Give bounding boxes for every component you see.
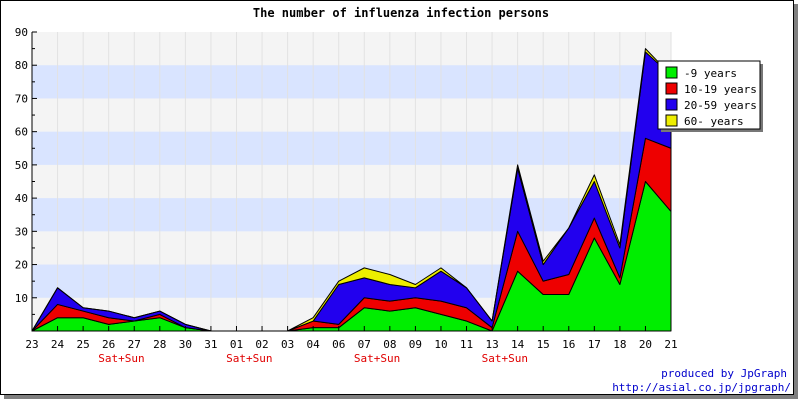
y-tick-label: 80 <box>15 59 28 72</box>
legend-swatch <box>665 82 678 95</box>
legend: -9 years 10-19 years 20-59 years 60- years <box>657 60 763 132</box>
y-tick-label: 10 <box>15 292 28 305</box>
credit-line-1: produced by JpGraph <box>661 367 787 380</box>
y-tick-label: 60 <box>15 126 28 139</box>
x-tick-label: 23 <box>25 338 38 351</box>
x-axis-ticks: 23 24 25 26 27 28 30 31 01 02 03 04 06 07 08 09 10 11 13 14… <box>25 326 678 365</box>
y-axis-ticks: 10 20 30 40 50 60 70 80 90 <box>15 26 37 315</box>
x-tick-label: 16 <box>562 338 575 351</box>
weekend-label: Sat+Sun <box>482 352 528 365</box>
x-tick-label: 04 <box>307 338 321 351</box>
y-tick-label: 50 <box>15 159 28 172</box>
weekend-label: Sat+Sun <box>226 352 272 365</box>
x-tick-label: 27 <box>128 338 141 351</box>
x-tick-label: 17 <box>588 338 601 351</box>
x-tick-label: 10 <box>434 338 447 351</box>
x-tick-label: 18 <box>613 338 626 351</box>
y-tick-label: 90 <box>15 26 28 39</box>
y-tick-label: 20 <box>15 259 28 272</box>
legend-label: -9 years <box>684 67 737 80</box>
legend-swatch <box>665 66 678 79</box>
credit-line-2: http://asial.co.jp/jpgraph/ <box>612 381 791 394</box>
x-tick-label: 31 <box>204 338 217 351</box>
weekend-label: Sat+Sun <box>98 352 144 365</box>
x-tick-label: 09 <box>409 338 422 351</box>
x-tick-label: 07 <box>358 338 371 351</box>
x-tick-label: 02 <box>255 338 268 351</box>
legend-label: 10-19 years <box>684 83 757 96</box>
chart-title: The number of influenza infection person… <box>253 6 549 20</box>
x-tick-label: 24 <box>51 338 65 351</box>
legend-label: 60- years <box>684 115 744 128</box>
grid-band <box>32 131 671 165</box>
x-tick-label: 21 <box>664 338 677 351</box>
x-tick-label: 28 <box>153 338 166 351</box>
x-tick-label: 06 <box>332 338 345 351</box>
legend-swatch <box>665 114 678 127</box>
grid-band <box>32 198 671 232</box>
x-tick-label: 03 <box>281 338 294 351</box>
x-tick-label: 25 <box>76 338 89 351</box>
x-tick-label: 26 <box>102 338 115 351</box>
legend-swatch <box>665 98 678 111</box>
x-tick-label: 14 <box>511 338 525 351</box>
x-tick-label: 13 <box>485 338 498 351</box>
x-tick-label: 30 <box>179 338 192 351</box>
x-tick-label: 15 <box>537 338 550 351</box>
y-tick-label: 30 <box>15 225 28 238</box>
x-tick-label: 11 <box>460 338 473 351</box>
chart-frame: The number of influenza infection person… <box>0 0 794 395</box>
y-tick-label: 70 <box>15 92 28 105</box>
y-tick-label: 40 <box>15 192 28 205</box>
grid-band <box>32 65 671 99</box>
weekend-label: Sat+Sun <box>354 352 400 365</box>
x-tick-label: 08 <box>383 338 396 351</box>
x-tick-label: 20 <box>639 338 652 351</box>
x-tick-label: 01 <box>230 338 243 351</box>
legend-label: 20-59 years <box>684 99 757 112</box>
